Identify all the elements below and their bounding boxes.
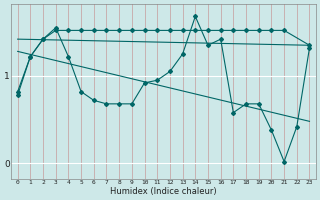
X-axis label: Humidex (Indice chaleur): Humidex (Indice chaleur) — [110, 187, 217, 196]
